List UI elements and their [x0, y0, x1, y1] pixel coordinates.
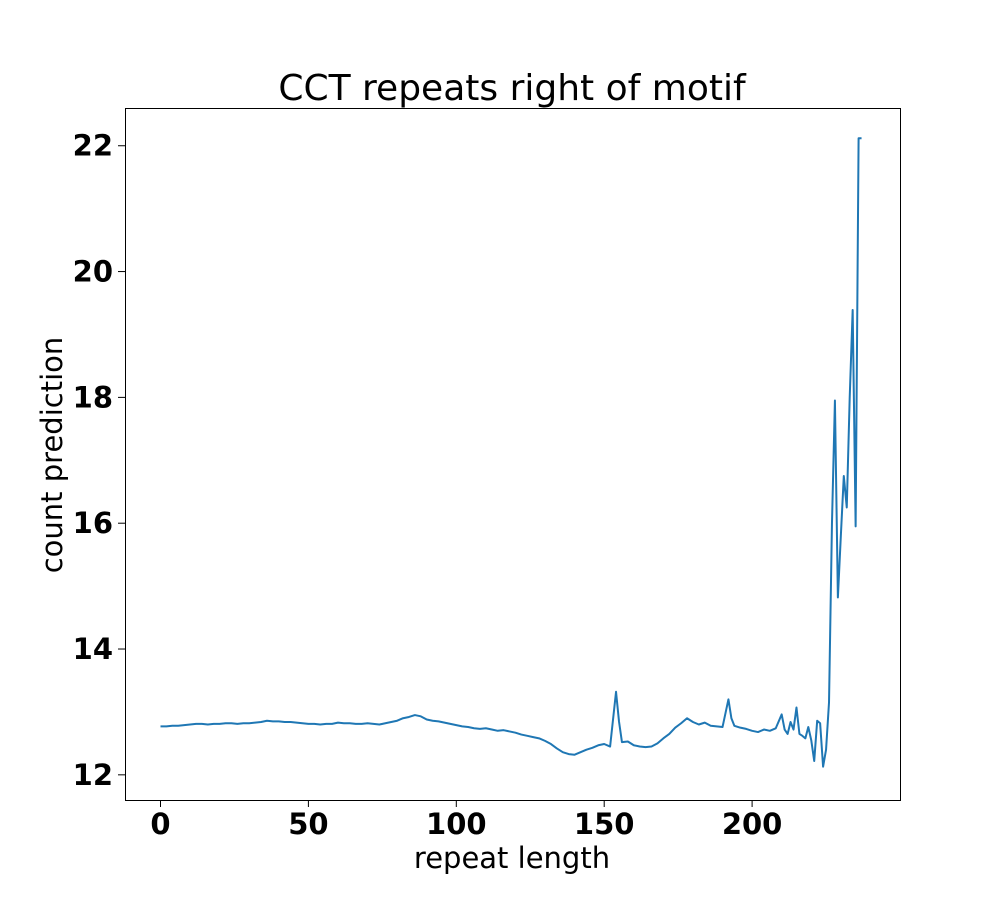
x-tick-label: 100	[426, 807, 487, 841]
y-tick-label: 16	[73, 506, 113, 540]
x-tick-label: 200	[722, 807, 783, 841]
x-tick-label: 50	[288, 807, 328, 841]
y-tick-label: 14	[73, 632, 113, 666]
axis-ticks: 0 50 100 150 200 12 14 16 18 20 22	[73, 129, 783, 841]
y-tick-label: 12	[73, 758, 113, 792]
plot-frame	[125, 108, 901, 801]
y-tick-label: 20	[73, 255, 113, 289]
x-tick-label: 0	[150, 807, 170, 841]
x-axis-label: repeat length	[414, 841, 610, 875]
y-tick-label: 18	[73, 380, 113, 414]
chart-title: CCT repeats right of motif	[278, 68, 747, 109]
x-tick-label: 150	[574, 807, 635, 841]
y-tick-label: 22	[73, 129, 113, 163]
y-axis-label: count prediction	[35, 337, 69, 574]
series-line	[160, 137, 862, 768]
